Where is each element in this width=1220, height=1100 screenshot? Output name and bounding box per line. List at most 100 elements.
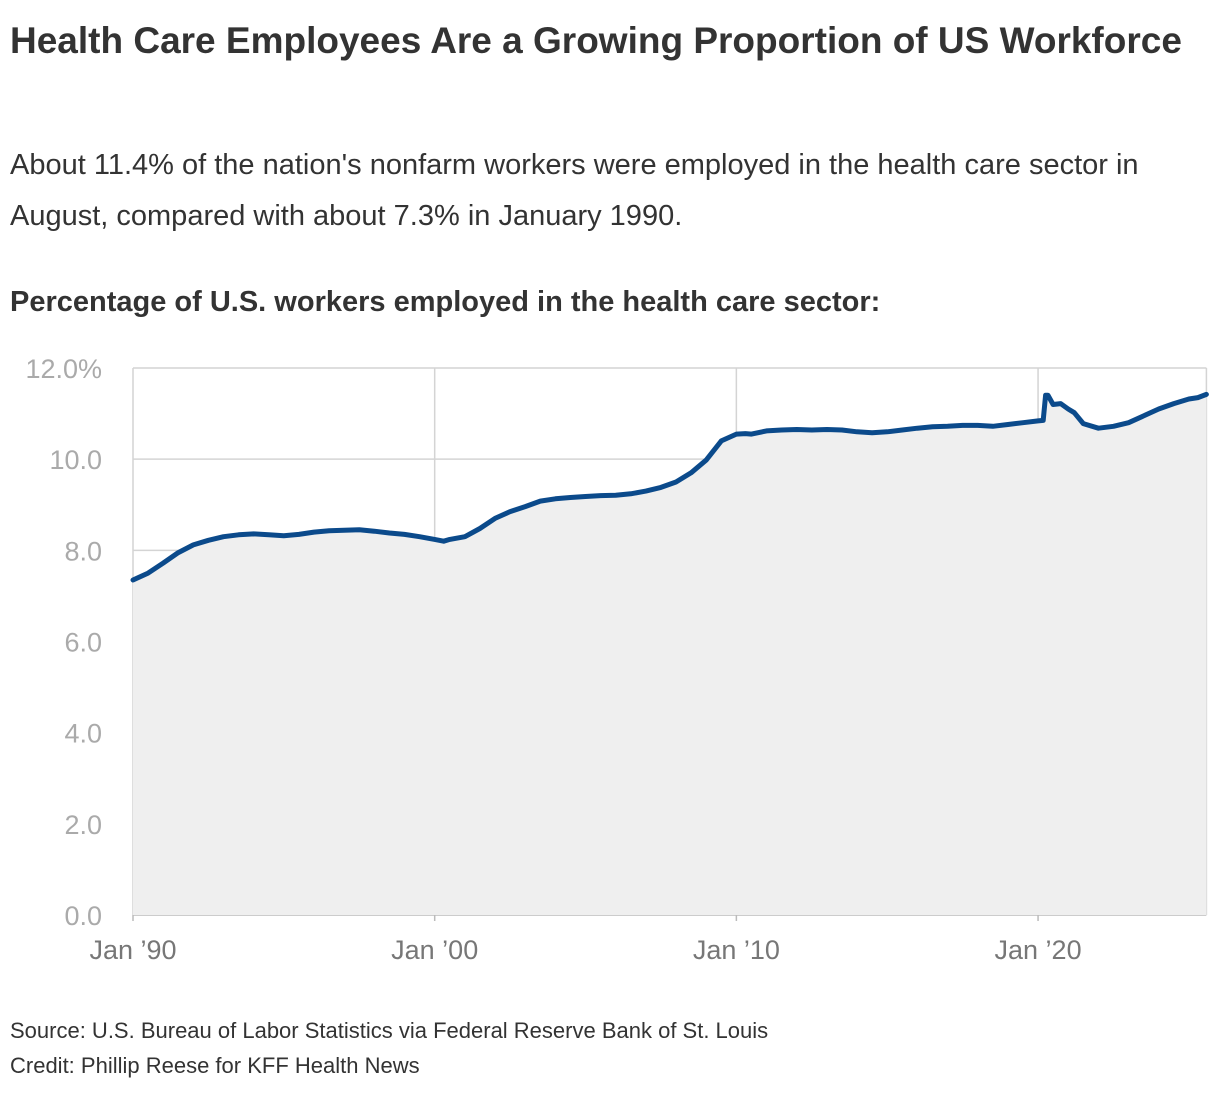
data-point <box>327 528 332 533</box>
data-point <box>441 539 446 544</box>
series-line <box>130 391 1209 583</box>
data-point <box>583 494 588 499</box>
data-point <box>674 480 679 485</box>
source-note: Source: U.S. Bureau of Labor Statistics … <box>10 1018 769 1043</box>
data-point <box>945 424 950 429</box>
data-point <box>915 426 920 431</box>
data-point <box>221 534 226 539</box>
x-tick-label: Jan ’00 <box>391 935 478 965</box>
data-point <box>462 534 467 539</box>
data-point <box>870 430 875 435</box>
data-point <box>357 527 362 532</box>
data-point <box>372 529 377 534</box>
data-point <box>704 458 709 463</box>
data-point <box>402 532 407 537</box>
data-point <box>1005 422 1010 427</box>
data-point <box>266 532 271 537</box>
data-point <box>824 427 829 432</box>
data-point <box>206 538 211 543</box>
data-point <box>643 489 648 494</box>
data-point <box>342 528 347 533</box>
data-point <box>553 496 558 501</box>
data-point <box>1058 401 1063 406</box>
data-point <box>1051 402 1056 407</box>
data-point <box>855 429 860 434</box>
x-tick-label: Jan ’90 <box>89 935 176 965</box>
data-point <box>1041 418 1046 423</box>
data-point <box>1204 392 1209 397</box>
y-tick-label: 10.0 <box>49 445 102 475</box>
data-point <box>779 428 784 433</box>
data-point <box>493 516 498 521</box>
data-point <box>417 534 422 539</box>
data-point <box>658 485 663 490</box>
data-point <box>764 428 769 433</box>
data-point <box>1171 401 1176 406</box>
data-point <box>719 438 724 443</box>
area-layer <box>133 394 1207 915</box>
data-point <box>598 493 603 498</box>
y-tick-label: 12.0% <box>25 354 102 384</box>
data-point <box>1126 420 1131 425</box>
chart-heading: Percentage of U.S. workers employed in t… <box>10 286 881 318</box>
data-point <box>689 470 694 475</box>
data-point <box>1156 407 1161 412</box>
line-chart: 0.0 2.0 4.0 6.0 8.0 10.0 12.0% Jan ’90 Jan ’00 Ja… <box>25 354 1209 965</box>
y-tick-label: 0.0 <box>64 901 102 931</box>
credit-note: Credit: Phillip Reese for KFF Health New… <box>10 1053 420 1078</box>
data-point <box>809 428 814 433</box>
y-tick-label: 6.0 <box>64 628 102 658</box>
data-point <box>161 561 166 566</box>
data-point <box>840 428 845 433</box>
y-tick-label: 4.0 <box>64 719 102 749</box>
data-point <box>1081 421 1086 426</box>
data-point <box>538 499 543 504</box>
data-point <box>1036 418 1041 423</box>
x-tick-label: Jan ’10 <box>693 935 780 965</box>
data-point <box>312 530 317 535</box>
data-point <box>146 571 151 576</box>
data-point <box>1072 410 1077 415</box>
data-point <box>387 531 392 536</box>
data-point <box>1096 426 1101 431</box>
tick-label-layer: 0.0 2.0 4.0 6.0 8.0 10.0 12.0% Jan ’90 Jan ’00 Ja… <box>25 354 1081 965</box>
footer: Source: U.S. Bureau of Labor Statistics … <box>10 1013 768 1083</box>
data-point <box>749 432 754 437</box>
data-point <box>628 491 633 496</box>
data-point <box>523 504 528 509</box>
x-tick-label: Jan ’20 <box>995 935 1082 965</box>
data-point <box>191 542 196 547</box>
data-point <box>281 533 286 538</box>
line-layer <box>130 391 1209 583</box>
data-point <box>990 424 995 429</box>
data-point <box>1066 407 1071 412</box>
data-point <box>975 423 980 428</box>
data-point <box>447 537 452 542</box>
data-point <box>1141 413 1146 418</box>
data-point <box>960 423 965 428</box>
chart-subtitle: About 11.4% of the nation's nonfarm work… <box>10 149 1139 232</box>
data-point <box>1046 393 1051 398</box>
data-point <box>734 432 739 437</box>
data-point <box>236 532 241 537</box>
data-point <box>508 509 513 514</box>
data-point <box>477 526 482 531</box>
data-point <box>900 428 905 433</box>
data-point <box>794 427 799 432</box>
data-point <box>296 532 301 537</box>
data-point <box>432 537 437 542</box>
y-tick-label: 8.0 <box>64 536 102 566</box>
data-point <box>613 493 618 498</box>
y-tick-label: 2.0 <box>64 810 102 840</box>
chart-title: Health Care Employees Are a Growing Prop… <box>10 20 1182 61</box>
data-point <box>1111 424 1116 429</box>
data-point <box>1021 420 1026 425</box>
data-point <box>176 550 181 555</box>
data-point <box>1186 397 1191 402</box>
data-point <box>1195 395 1200 400</box>
series-area-fill <box>133 394 1207 915</box>
data-point <box>251 531 256 536</box>
data-point <box>131 578 136 583</box>
data-point <box>930 424 935 429</box>
data-point <box>743 431 748 436</box>
